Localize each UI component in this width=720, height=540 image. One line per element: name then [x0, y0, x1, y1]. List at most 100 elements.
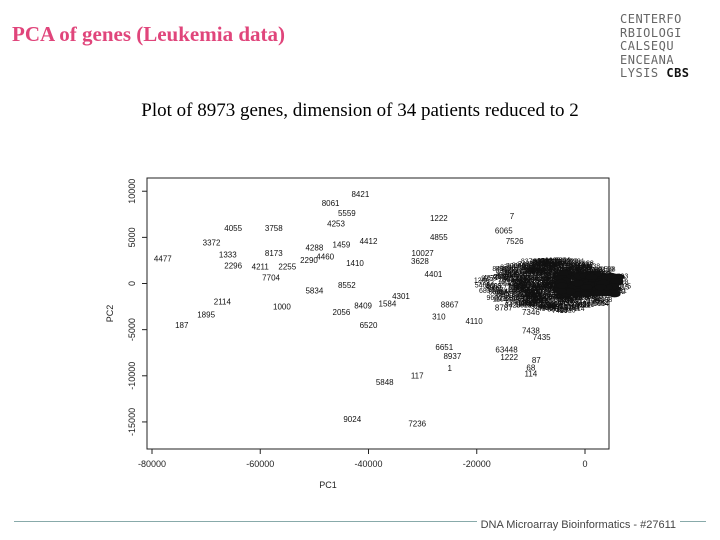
cluster-mark: 8335: [522, 286, 538, 293]
cluster-mark: 5510: [565, 266, 581, 273]
cluster-mark: 9351: [575, 301, 591, 308]
cluster-mark: 9818: [527, 290, 543, 297]
gene-point-label: 3628: [411, 257, 429, 266]
cluster-mark: 3071: [527, 292, 543, 299]
cluster-mark: 4479: [517, 263, 533, 270]
cluster-mark: 3857: [542, 305, 558, 312]
cluster-mark: 9687: [535, 268, 551, 275]
cluster-mark: 1197: [580, 302, 595, 309]
gene-point-label: 8409: [354, 301, 372, 310]
cluster-mark: 6837: [479, 288, 495, 295]
cluster-mark: 6115: [506, 270, 521, 277]
gene-point-label: 5848: [376, 378, 394, 387]
cluster-mark: 2892: [546, 261, 562, 268]
cluster-mark: 8372: [558, 259, 574, 266]
cluster-mark: 5478: [520, 283, 536, 290]
gene-point-label: 87: [532, 356, 541, 365]
cluster-mark: 7081: [537, 298, 553, 305]
cluster-mark: 1104: [493, 297, 508, 304]
cluster-mark: 8547: [560, 295, 576, 302]
cluster-mark: 5625: [514, 286, 530, 293]
cbs-logo: CENTERFO RBIOLOGI CALSEQU ENCEANA LYSIS …: [620, 12, 710, 81]
cluster-mark: 8245: [527, 262, 543, 269]
gene-point-label: 68: [526, 363, 535, 372]
cluster-mark: 2664: [505, 298, 521, 305]
cluster-mark: 7433: [547, 274, 563, 281]
cluster-mark: 2795: [500, 265, 516, 272]
cluster-mark: 3941: [548, 292, 564, 299]
cluster-mark: 9507: [495, 291, 511, 298]
cluster-mark: 4796: [527, 266, 543, 273]
cluster-mark: 4671: [483, 275, 499, 282]
cluster-mark: 8332: [495, 296, 511, 303]
cluster-mark: 5811: [541, 264, 556, 271]
cluster-mark: 1210: [559, 299, 575, 306]
cluster-mark: 8317: [560, 263, 576, 270]
gene-point-label: 8867: [441, 301, 459, 310]
gene-point-label: 8937: [443, 352, 461, 361]
cluster-mark: 2684: [554, 258, 570, 265]
gene-point-label: 10027: [412, 249, 435, 258]
cluster-mark: 6062: [575, 265, 591, 272]
cluster-mark: 6825: [530, 284, 546, 291]
cluster-mark: 7955: [533, 269, 549, 276]
cluster-mark: 1266: [474, 278, 490, 285]
cluster-mark: 3114: [557, 307, 572, 314]
cluster-mark: 9212: [520, 301, 536, 308]
cluster-mark: 3418: [540, 263, 556, 270]
cluster-mark: 4091: [564, 268, 580, 275]
cluster-mark: 5107: [558, 303, 574, 310]
cluster-mark: 9054: [522, 299, 538, 306]
gene-point-label: 8421: [351, 190, 369, 199]
cluster-mark: 6016: [535, 276, 551, 283]
cluster-blob: [580, 284, 593, 290]
cluster-mark: 7490: [498, 292, 514, 299]
cluster-mark: 6203: [519, 278, 535, 285]
cluster-mark: 6654: [533, 259, 549, 266]
x-tick-label: 0: [582, 459, 587, 469]
gene-point-label: 7: [510, 212, 515, 221]
gene-point-label: 1: [447, 364, 452, 373]
cluster-mark: 4738: [584, 267, 600, 274]
y-tick-label: -15000: [127, 408, 137, 436]
cluster-mark: 5159: [529, 266, 545, 273]
cluster-mark: 4482: [524, 270, 540, 277]
gene-point-label: 6651: [435, 343, 453, 352]
gene-point-label: 4288: [305, 243, 323, 252]
cluster-mark: 6953: [509, 287, 525, 294]
cluster-mark: 7276: [538, 283, 554, 290]
cluster-mark: 2171: [565, 304, 581, 311]
cluster-mark: 3376: [495, 290, 511, 297]
cluster-mark: 9868: [553, 306, 569, 313]
cluster-mark: 3677: [518, 286, 534, 293]
cluster-mark: 5453: [526, 296, 542, 303]
gene-point-label: 63448: [495, 346, 518, 355]
cluster-blob: [590, 290, 603, 297]
cluster-mark: 2926: [566, 298, 582, 305]
cluster-mark: 2903: [499, 277, 515, 284]
cluster-mark: 8920: [560, 308, 576, 315]
gene-point-label: 8173: [265, 249, 283, 258]
cluster-mark: 6608: [516, 281, 532, 288]
cluster-mark: 2042: [548, 303, 564, 310]
cluster-mark: 9316: [536, 286, 552, 293]
gene-point-label: 4401: [425, 270, 443, 279]
y-tick-label: 5000: [127, 227, 137, 247]
cluster-mark: 2978: [535, 289, 551, 296]
cluster-mark: 4547: [532, 299, 548, 306]
cluster-mark: 7390: [505, 300, 521, 307]
cluster-mark: 2193: [536, 273, 552, 280]
cluster-mark: 8571: [510, 272, 526, 279]
cluster-mark: 8372: [521, 259, 537, 266]
cluster-mark: 6350: [579, 302, 595, 309]
cluster-mark: 7980: [508, 284, 524, 291]
cluster-mark: 2489: [518, 261, 534, 268]
cluster-mark: 6695: [497, 274, 513, 281]
cluster-mark: 7323: [541, 265, 557, 272]
cluster-mark: 5740: [571, 301, 587, 308]
gene-point-label: 5559: [338, 209, 356, 218]
cluster-mark: 1601: [537, 284, 553, 291]
cluster-mark: 1029: [508, 279, 524, 286]
cluster-mark: 2653: [536, 284, 552, 291]
cluster-mark: 8876: [533, 284, 549, 291]
